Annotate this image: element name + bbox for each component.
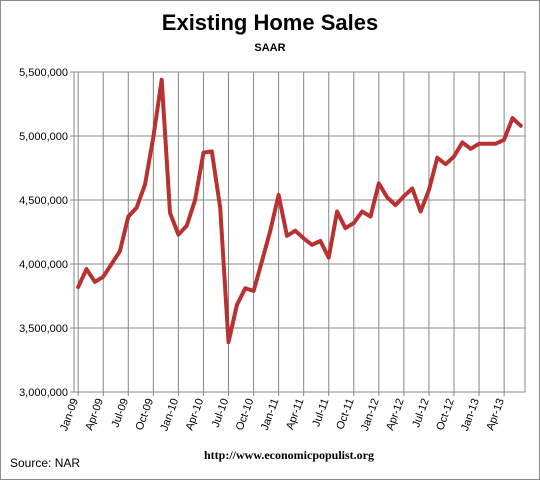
data-point (336, 210, 339, 213)
x-tick-label: Oct-12 (434, 397, 457, 432)
data-point (478, 142, 481, 145)
data-point (277, 193, 280, 196)
data-point (394, 204, 397, 207)
y-tick-label: 5,000,000 (19, 131, 68, 143)
source-note: Source: NAR (10, 456, 81, 470)
data-point (369, 215, 372, 218)
data-point (327, 256, 330, 259)
x-tick-label: Apr-13 (484, 397, 507, 432)
x-tick-label: Oct-09 (134, 397, 157, 432)
x-tick-label: Jul-12 (410, 397, 432, 429)
data-point (285, 234, 288, 237)
data-point (169, 211, 172, 214)
x-tick-label: Apr-11 (284, 397, 306, 431)
data-point (210, 150, 213, 153)
data-point (511, 117, 514, 120)
x-tick-label: Jul-10 (210, 397, 232, 429)
x-tick-label: Apr-09 (83, 397, 106, 432)
data-point (244, 287, 247, 290)
data-point (344, 227, 347, 230)
data-point (185, 224, 188, 227)
data-point (102, 275, 105, 278)
data-point (177, 233, 180, 236)
data-point (302, 237, 305, 240)
chart-subtitle: SAAR (254, 42, 286, 54)
data-point (436, 156, 439, 159)
x-tick-label: Oct-11 (334, 397, 356, 431)
series-layer (76, 77, 523, 345)
y-tick-label: 3,000,000 (19, 387, 68, 399)
data-point (444, 163, 447, 166)
data-point (194, 199, 197, 202)
data-point (411, 187, 414, 190)
x-tick-label: Apr-12 (384, 397, 407, 432)
data-point (486, 142, 489, 145)
data-point (127, 215, 130, 218)
data-point (252, 289, 255, 292)
x-tick-label: Apr-10 (184, 397, 207, 432)
x-tick-label: Jul-11 (310, 397, 331, 429)
data-point (453, 155, 456, 158)
data-point (143, 183, 146, 186)
data-point (361, 210, 364, 213)
x-tick-label: Jan-11 (259, 397, 282, 432)
data-point (93, 280, 96, 283)
data-point (118, 250, 121, 253)
data-point (160, 78, 163, 81)
data-point (202, 151, 205, 154)
series-line (76, 77, 523, 345)
y-tick-label: 3,500,000 (19, 323, 68, 335)
data-point (227, 341, 230, 344)
data-point (269, 229, 272, 232)
data-point (419, 210, 422, 213)
y-tick-label: 4,000,000 (19, 259, 68, 271)
grid-layer (73, 71, 526, 393)
x-tick-label: Jul-09 (110, 397, 132, 429)
x-tick-label: Oct-10 (234, 397, 257, 432)
x-tick-label: Jan-12 (359, 397, 382, 433)
data-point (519, 124, 522, 127)
data-point (235, 303, 238, 306)
data-point (377, 182, 380, 185)
chart-title: Existing Home Sales (161, 10, 379, 35)
data-point (494, 142, 497, 145)
data-point (469, 147, 472, 150)
source-url: http://www.economicpopulist.org (204, 448, 375, 462)
data-point (260, 260, 263, 263)
data-point (110, 263, 113, 266)
data-point (503, 138, 506, 141)
data-point (402, 195, 405, 198)
data-point (294, 229, 297, 232)
data-point (135, 206, 138, 209)
data-point (85, 268, 88, 271)
data-point (386, 196, 389, 199)
x-tick-label: Jan-09 (58, 397, 81, 433)
x-tick-label: Jan-10 (158, 397, 181, 433)
data-point (352, 222, 355, 225)
y-tick-label: 5,500,000 (19, 67, 68, 79)
data-point (77, 286, 80, 289)
data-point (152, 136, 155, 139)
data-point (461, 141, 464, 144)
data-point (319, 239, 322, 242)
y-tick-label: 4,500,000 (19, 195, 68, 207)
x-tick-label: Jan-13 (459, 397, 482, 433)
data-point (427, 188, 430, 191)
data-point (219, 206, 222, 209)
data-point (311, 243, 314, 246)
